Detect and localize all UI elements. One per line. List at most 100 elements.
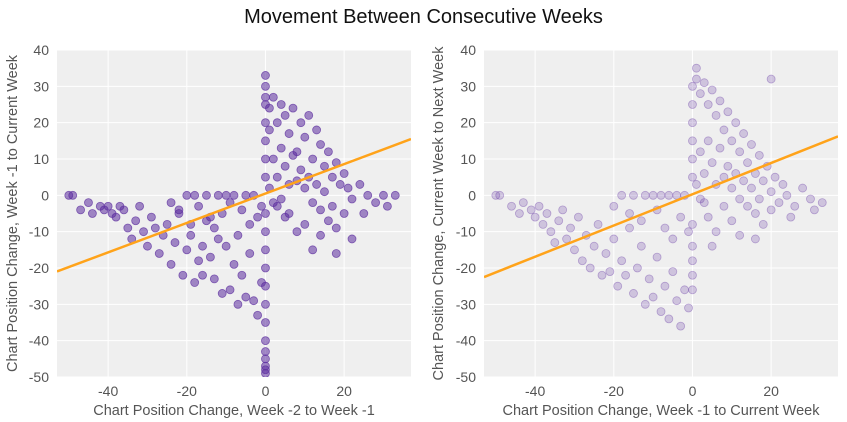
data-point — [766, 205, 776, 215]
y-tick-label: 20 — [33, 115, 49, 131]
data-point — [699, 78, 709, 88]
data-point — [692, 180, 701, 189]
y-tick-label: -20 — [456, 260, 476, 276]
data-point — [574, 212, 583, 222]
data-layer — [484, 63, 838, 331]
data-point — [186, 230, 196, 240]
data-point — [339, 169, 349, 178]
data-point — [194, 201, 204, 211]
data-point — [625, 223, 634, 233]
data-point — [198, 270, 207, 280]
data-point — [680, 285, 689, 295]
data-point — [688, 219, 697, 229]
right-scatter-panel: 40 30 20 10 0 -10 -20 -30 -40 -50 -40 -20 0 20 Chart P… — [431, 42, 838, 419]
data-point — [272, 172, 282, 182]
data-point — [88, 209, 97, 218]
data-point — [633, 263, 642, 273]
data-point — [209, 274, 219, 284]
data-point — [735, 147, 745, 157]
data-point — [261, 263, 270, 273]
data-point — [688, 270, 697, 280]
data-point — [782, 190, 792, 200]
data-point — [261, 81, 270, 91]
data-point — [652, 252, 662, 262]
data-point — [703, 212, 713, 222]
data-point — [300, 183, 310, 193]
data-point — [221, 241, 231, 251]
data-point — [566, 223, 575, 233]
data-point — [190, 190, 200, 200]
data-point — [174, 209, 184, 218]
data-point — [272, 118, 282, 128]
data-point — [198, 241, 207, 251]
data-point — [707, 85, 717, 95]
data-point — [707, 158, 717, 168]
data-point — [648, 292, 658, 302]
x-axis-label: Chart Position Change, Week -1 to Curren… — [502, 403, 820, 419]
data-point — [778, 180, 788, 189]
data-point — [562, 234, 571, 244]
data-point — [241, 190, 251, 200]
x-tick-label: 20 — [336, 383, 352, 399]
data-point — [707, 241, 717, 251]
data-point — [688, 118, 697, 128]
data-point — [339, 209, 349, 218]
data-point — [743, 158, 752, 168]
data-point — [719, 201, 729, 211]
data-point — [316, 230, 325, 240]
data-point — [335, 180, 345, 189]
data-point — [288, 150, 298, 160]
data-point — [379, 190, 388, 200]
data-point — [692, 74, 701, 84]
data-point — [766, 74, 776, 84]
data-point — [672, 296, 682, 306]
data-point — [542, 209, 552, 218]
data-point — [308, 245, 318, 255]
figure-title: Movement Between Consecutive Weeks — [244, 6, 603, 28]
data-point — [676, 212, 686, 222]
data-point — [103, 201, 113, 211]
data-point — [723, 161, 733, 171]
data-point — [261, 245, 270, 255]
data-point — [76, 205, 85, 215]
data-layer — [57, 71, 411, 377]
data-point — [723, 107, 733, 117]
data-point — [515, 209, 524, 218]
data-point — [790, 201, 800, 211]
data-point — [316, 140, 325, 149]
data-point — [695, 194, 705, 204]
data-point — [617, 190, 627, 200]
data-point — [221, 190, 231, 200]
y-tick-label: -40 — [29, 333, 49, 349]
data-point — [688, 136, 697, 146]
data-point — [711, 227, 721, 237]
data-point — [688, 172, 697, 182]
data-point — [727, 136, 737, 146]
data-point — [355, 180, 365, 189]
data-point — [237, 270, 247, 280]
x-axis-label: Chart Position Change, Week -2 to Week -… — [93, 403, 375, 419]
y-tick-label: 10 — [460, 151, 476, 167]
y-tick-label: -30 — [456, 296, 476, 312]
data-point — [699, 169, 709, 178]
data-point — [261, 136, 270, 146]
data-point — [237, 205, 247, 215]
data-point — [194, 256, 204, 266]
y-tick-label: -50 — [29, 369, 49, 385]
data-point — [276, 143, 286, 153]
data-point — [213, 234, 223, 244]
data-point — [810, 205, 819, 215]
data-point — [640, 190, 650, 200]
data-point — [284, 129, 294, 138]
data-point — [495, 190, 505, 200]
data-point — [261, 318, 270, 327]
data-point — [308, 154, 318, 164]
data-point — [261, 368, 270, 377]
data-point — [491, 190, 501, 200]
data-point — [382, 201, 392, 211]
data-point — [735, 194, 745, 204]
data-point — [735, 230, 745, 240]
data-point — [312, 180, 322, 189]
data-point — [280, 111, 290, 120]
